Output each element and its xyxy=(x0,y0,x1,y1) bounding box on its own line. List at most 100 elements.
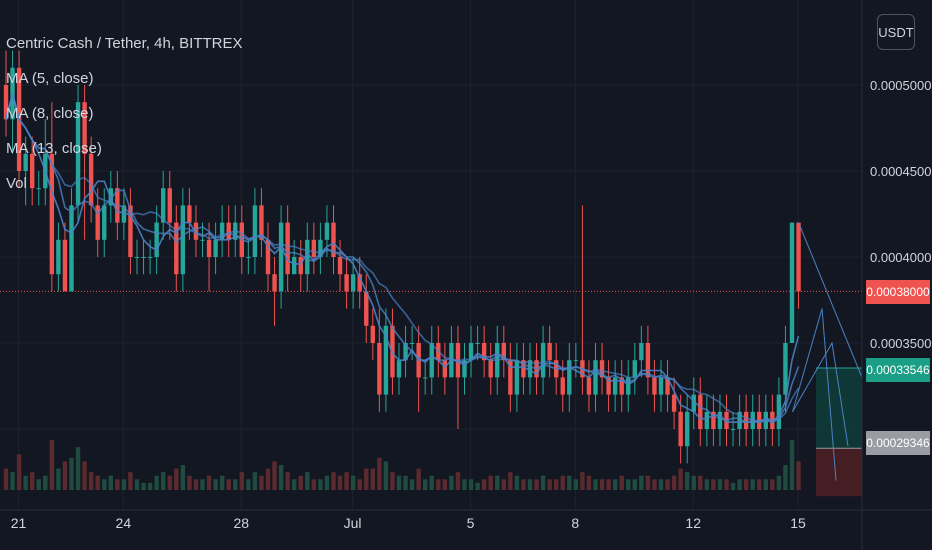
volume-bar xyxy=(678,468,683,490)
candle-body xyxy=(442,360,448,378)
candle-body xyxy=(174,222,179,275)
candle-body xyxy=(508,360,513,395)
candle-body xyxy=(324,222,330,240)
volume-bar xyxy=(567,475,572,490)
volume-bar xyxy=(612,479,618,490)
candle-body xyxy=(285,222,290,275)
candle-body xyxy=(658,377,664,395)
volume-bar xyxy=(416,468,421,490)
volume-bar xyxy=(534,479,539,490)
indicator-volume[interactable]: Vol xyxy=(6,175,27,192)
candle-body xyxy=(206,239,212,257)
volume-bar xyxy=(665,479,670,490)
candle-body xyxy=(462,360,467,378)
candle-body xyxy=(49,153,55,275)
candle-body xyxy=(711,411,716,429)
candle-body xyxy=(370,325,375,343)
volume-bar xyxy=(377,457,382,490)
indicator-ma13[interactable]: MA (13, close) xyxy=(6,140,102,157)
volume-bar xyxy=(108,475,113,490)
candle-body xyxy=(62,239,68,292)
volume-bar xyxy=(658,479,664,490)
candle-body xyxy=(639,343,644,361)
currency-button[interactable]: USDT xyxy=(877,14,915,50)
candle-body xyxy=(632,360,637,378)
volume-bar xyxy=(730,482,736,490)
volume-bar xyxy=(593,479,598,490)
candle-body xyxy=(560,377,565,395)
drawing-overlay xyxy=(792,222,863,497)
volume-bar xyxy=(468,479,474,490)
candle-body xyxy=(396,360,402,378)
volume-bar xyxy=(645,475,651,490)
candle-body xyxy=(475,343,480,344)
volume-bar xyxy=(115,479,120,490)
candle-body xyxy=(423,377,428,379)
candle-body xyxy=(337,257,343,275)
volume-bar xyxy=(324,475,330,490)
volume-bar xyxy=(783,465,788,490)
volume-bar xyxy=(3,468,9,490)
ma-line-8 xyxy=(5,93,800,424)
candle-body xyxy=(783,343,788,395)
target-zone xyxy=(816,368,862,449)
candle-body xyxy=(606,377,611,395)
candle-body xyxy=(593,360,598,395)
candle-body xyxy=(626,377,631,395)
volume-bar xyxy=(226,479,231,490)
candle-body xyxy=(134,257,140,258)
volume-bar xyxy=(724,479,729,490)
volume-bar xyxy=(49,440,55,490)
candle-body xyxy=(102,205,107,240)
volume-bar xyxy=(521,479,526,490)
indicator-ma8[interactable]: MA (8, close) xyxy=(6,105,94,122)
x-tick-label: 15 xyxy=(790,515,806,531)
volume-bar xyxy=(685,472,690,490)
volume-bar xyxy=(370,468,375,490)
candle-body xyxy=(488,360,493,378)
x-tick-label: 28 xyxy=(233,515,249,531)
candle-body xyxy=(3,85,9,120)
indicator-ma5[interactable]: MA (5, close) xyxy=(6,70,94,87)
volume-bar xyxy=(547,479,552,490)
candle-body xyxy=(383,325,389,395)
candle-body xyxy=(154,222,159,257)
volume-bar xyxy=(128,472,133,490)
candle-body xyxy=(246,257,251,258)
candle-body xyxy=(737,411,742,429)
candle-body xyxy=(599,360,605,378)
candle-body xyxy=(521,360,526,378)
volume-bar xyxy=(757,479,762,490)
volume-bar xyxy=(423,479,428,490)
candle-body xyxy=(501,343,506,361)
y-tick-label: 0.00040000 xyxy=(870,250,932,265)
volume-bar xyxy=(62,461,68,490)
candle-body xyxy=(318,239,323,257)
candle-body xyxy=(128,205,133,257)
volume-bar xyxy=(350,475,356,490)
volume-bar xyxy=(265,468,271,490)
volume-bar xyxy=(763,479,768,490)
volume-bar xyxy=(711,479,716,490)
volume-bar xyxy=(193,479,199,490)
volume-bar xyxy=(573,479,579,490)
volume-bar xyxy=(233,479,238,490)
volume-bar xyxy=(514,475,520,490)
volume-bar xyxy=(619,475,624,490)
candle-body xyxy=(586,377,592,395)
volume-bar xyxy=(23,475,28,490)
volume-bar xyxy=(776,475,782,490)
candle-body xyxy=(200,239,205,241)
candle-body xyxy=(671,394,677,412)
candle-body xyxy=(717,411,723,429)
candle-body xyxy=(403,343,408,361)
volume-bar xyxy=(311,479,317,490)
candle-body xyxy=(272,274,277,292)
volume-bar xyxy=(357,479,362,490)
candle-body xyxy=(298,257,303,275)
candle-body xyxy=(36,188,41,190)
volume-bar xyxy=(560,475,565,490)
candle-body xyxy=(540,343,546,378)
